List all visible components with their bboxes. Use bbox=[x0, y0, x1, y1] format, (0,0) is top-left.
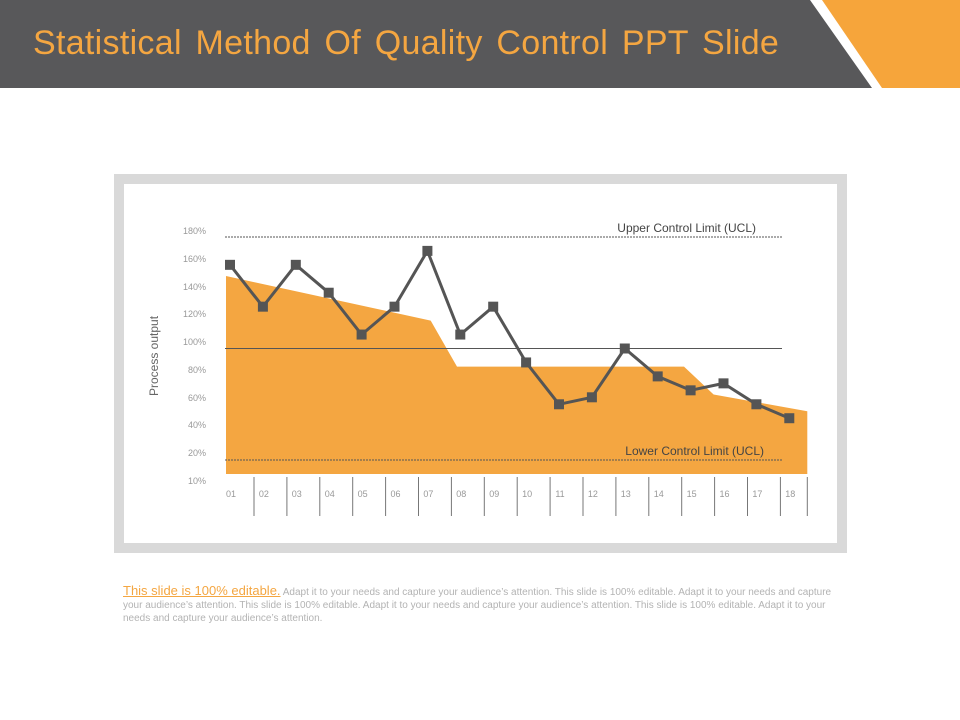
data-point-marker bbox=[455, 329, 466, 340]
caption-lead: This slide is 100% editable. bbox=[123, 583, 281, 598]
chart-frame: Upper Control Limit (UCL) Lower Control L… bbox=[114, 174, 847, 553]
x-tick-label: 13 bbox=[621, 489, 631, 499]
x-tick-label: 09 bbox=[489, 489, 499, 499]
x-tick-label: 11 bbox=[555, 489, 564, 499]
y-axis-title: Process output bbox=[147, 315, 161, 396]
data-point-marker bbox=[422, 245, 433, 256]
x-tick-label: 02 bbox=[259, 489, 269, 499]
y-tick-label: 60% bbox=[188, 393, 206, 403]
data-point-marker bbox=[521, 357, 532, 368]
x-tick-label: 01 bbox=[226, 489, 236, 499]
x-tick-label: 03 bbox=[292, 489, 302, 499]
x-tick-label: 05 bbox=[358, 489, 368, 499]
lcl-label: Lower Control Limit (UCL) bbox=[625, 444, 764, 458]
data-point-marker bbox=[619, 343, 630, 354]
x-tick-label: 16 bbox=[719, 489, 729, 499]
slide-title: Statistical Method Of Quality Control PP… bbox=[33, 24, 780, 62]
caption-body: Adapt it to your needs and capture your … bbox=[123, 587, 832, 624]
x-tick-label: 10 bbox=[522, 489, 532, 499]
control-chart: Upper Control Limit (UCL) Lower Control L… bbox=[147, 221, 808, 516]
data-point-marker bbox=[488, 301, 499, 312]
x-tick-label: 14 bbox=[654, 489, 664, 499]
data-point-marker bbox=[225, 259, 235, 270]
y-tick-label: 100% bbox=[183, 337, 206, 347]
data-point-marker bbox=[257, 301, 268, 312]
y-tick-label: 180% bbox=[183, 226, 206, 236]
header-accent bbox=[822, 0, 960, 88]
x-tick-label: 07 bbox=[423, 489, 433, 499]
data-point-marker bbox=[652, 371, 663, 382]
header-bar bbox=[0, 0, 872, 88]
x-tick-label: 08 bbox=[456, 489, 466, 499]
y-tick-label: 10% bbox=[188, 476, 206, 486]
data-point-marker bbox=[389, 301, 400, 312]
x-tick-label: 06 bbox=[390, 489, 400, 499]
x-tick-label: 17 bbox=[752, 489, 762, 499]
ucl-label: Upper Control Limit (UCL) bbox=[617, 221, 756, 235]
y-tick-label: 160% bbox=[183, 254, 206, 264]
x-tick-label: 15 bbox=[687, 489, 697, 499]
y-tick-label: 40% bbox=[188, 420, 206, 430]
y-tick-label: 120% bbox=[183, 309, 206, 319]
x-tick-label: 12 bbox=[588, 489, 598, 499]
data-point-marker bbox=[586, 392, 597, 403]
process-output-line bbox=[228, 249, 790, 420]
chart-panel: Upper Control Limit (UCL) Lower Control L… bbox=[124, 184, 837, 543]
x-tick-label: 04 bbox=[325, 489, 335, 499]
data-point-marker bbox=[685, 385, 696, 396]
y-tick-label: 20% bbox=[188, 448, 206, 458]
y-tick-label: 140% bbox=[183, 282, 206, 292]
y-tick-label: 80% bbox=[188, 365, 206, 375]
data-point-marker bbox=[290, 259, 301, 270]
slide-header: Statistical Method Of Quality Control PP… bbox=[0, 0, 960, 88]
caption-text: This slide is 100% editable. Adapt it to… bbox=[123, 584, 843, 625]
data-point-marker bbox=[323, 287, 334, 298]
data-point-marker bbox=[751, 399, 762, 410]
data-point-marker bbox=[554, 399, 564, 410]
data-point-marker bbox=[784, 413, 795, 424]
header-banner bbox=[0, 0, 960, 88]
x-tick-label: 18 bbox=[785, 489, 795, 499]
data-point-marker bbox=[718, 378, 729, 389]
data-point-marker bbox=[356, 329, 367, 340]
